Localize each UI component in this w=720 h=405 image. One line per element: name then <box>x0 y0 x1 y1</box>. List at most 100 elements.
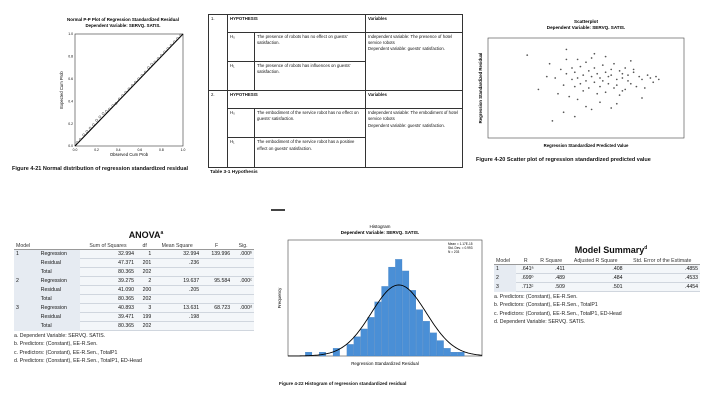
scatter-point <box>601 64 604 66</box>
hyp-group1-h1-label: H₁ <box>227 60 255 92</box>
pp-x-tick-label: 0.0 <box>73 148 78 152</box>
histogram-bar <box>388 266 396 357</box>
scatter-point <box>562 84 565 86</box>
scatter-point <box>545 75 548 78</box>
pp-y-tick-label: 0.6 <box>68 77 73 81</box>
anova-cell: 2 <box>14 276 39 286</box>
anova-title: ANOVAa <box>34 230 258 240</box>
scatter-point <box>571 67 573 69</box>
scatter-ylabel: Regression Standardized Residual <box>478 53 483 124</box>
anova-cell: Regression <box>38 303 80 313</box>
scatter-point <box>526 54 529 56</box>
scatter-point <box>579 65 582 68</box>
scatter-point <box>559 68 562 71</box>
anova-cell: 3 <box>136 303 154 313</box>
anova-cell <box>201 321 233 331</box>
hyp-group1-col-hyp: HYPOTHESIS <box>227 14 366 33</box>
anova-cell <box>14 321 39 331</box>
ms-cell: .713ᶜ <box>515 282 536 292</box>
hyp-group1-col-var: Variables <box>365 14 463 33</box>
anova-notes: a. Dependent Variable: SERVQ. SATIS. b. P… <box>14 332 258 366</box>
histogram-bar <box>381 286 389 357</box>
anova-cell: 202 <box>136 267 154 277</box>
hyp-group1-h1-text: The presence of robots has influences on… <box>254 60 366 92</box>
anova-cell <box>201 285 233 295</box>
scatter-point <box>565 48 568 51</box>
normal-curve <box>287 284 483 357</box>
histogram-bar <box>395 259 403 357</box>
pp-point <box>160 53 163 57</box>
scatter-point <box>596 92 599 95</box>
scatter-chart: Scatterplot Dependent Variable: SERVQ. S… <box>478 19 685 148</box>
ms-note: c. Predictors: (Constant), EE-R.Sen., To… <box>494 310 622 317</box>
anova-cell: 95.584 <box>201 276 233 286</box>
scatter-point <box>590 108 593 111</box>
anova-title-text: ANOVA <box>128 230 161 240</box>
scatter-point <box>610 107 613 109</box>
ms-cell: 3 <box>494 282 516 292</box>
scatter-point <box>599 101 601 104</box>
scatter-point <box>643 87 646 89</box>
histogram-stat-n: N = 203 <box>448 250 459 254</box>
histogram-figure: Histogram Dependent Variable: SERVQ. SAT… <box>272 222 488 372</box>
hyp-group1-var-dv: Dependent variable: guests' satisfaction… <box>368 46 446 52</box>
anova-cell: 80.365 <box>79 267 136 277</box>
hyp-group2-var-iv: Independent variable: The embodiment of … <box>368 110 458 122</box>
hyp-group2-h0-text: The embodiment of the service robot has … <box>254 107 366 139</box>
ms-header-cell: R <box>515 256 536 265</box>
scatter-point <box>610 74 613 76</box>
anova-cell: 199 <box>136 312 154 322</box>
anova-cell: 40.893 <box>79 303 136 313</box>
anova-cell <box>14 258 39 268</box>
anova-header-cell <box>38 241 80 250</box>
hyp-group2-variables: Independent variable: The embodiment of … <box>365 108 463 168</box>
anova-cell <box>14 285 39 295</box>
scatter-point <box>624 88 627 91</box>
anova-row: Residual 39.471 199.198 <box>14 312 254 322</box>
anova-cell: 2 <box>136 276 154 286</box>
anova-row: Residual 41.090 200.205 <box>14 285 254 295</box>
anova-cell <box>14 312 39 322</box>
scatter-point <box>576 77 579 79</box>
ms-cell: .408 <box>566 264 625 274</box>
anova-cell: 200 <box>136 285 154 295</box>
histogram-bar <box>409 290 416 357</box>
pp-plot-frame <box>74 33 184 147</box>
anova-cell: 139.996 <box>201 249 233 259</box>
hypothesis-caption: Table 3-1 Hypothesis <box>210 170 258 175</box>
anova-header-cell: F <box>201 241 233 250</box>
ms-cell: .509 <box>535 282 567 292</box>
scatter-point <box>627 74 629 76</box>
pp-plot-xlabel: Observed Cum Prob <box>110 152 149 157</box>
ms-header-cell: R Square <box>535 256 567 265</box>
hyp-group1-variables: Independent variable: The presence of ho… <box>365 31 463 92</box>
anova-cell: 1 <box>14 249 39 259</box>
model-summary-title-sup: d <box>644 245 648 251</box>
pp-point <box>95 118 98 122</box>
anova-block: ANOVAa Model Sum of Squares df Mean Square F… <box>14 230 258 366</box>
pp-point <box>169 43 173 47</box>
histogram-bar <box>450 352 458 357</box>
ms-cell: .4533 <box>624 273 700 283</box>
anova-row: Total 80.365 202 <box>14 267 254 277</box>
anova-cell <box>232 312 254 322</box>
pp-y-tick-label: 0.4 <box>68 99 73 103</box>
scatter-point <box>629 82 632 85</box>
histogram-bar <box>443 348 451 357</box>
scatter-point <box>582 90 585 92</box>
ms-header-cell: Adjusted R Square <box>566 256 625 265</box>
scatter-point <box>565 72 568 75</box>
scatter-point <box>649 77 652 79</box>
pp-point <box>88 126 92 130</box>
anova-cell: .205 <box>153 285 202 295</box>
anova-cell: 201 <box>136 258 154 268</box>
anova-cell: 202 <box>136 321 154 331</box>
anova-cell: 19.637 <box>153 276 202 286</box>
ms-cell: .501 <box>566 282 625 292</box>
model-summary-title: Model Summaryd <box>516 245 706 255</box>
hyp-group2-h0-label: H₀ <box>227 107 255 139</box>
ms-cell: .4454 <box>624 282 700 292</box>
pp-plot-title: Normal P-P Plot of Regression Standardiz… <box>67 17 179 22</box>
scatter-point <box>585 80 587 82</box>
